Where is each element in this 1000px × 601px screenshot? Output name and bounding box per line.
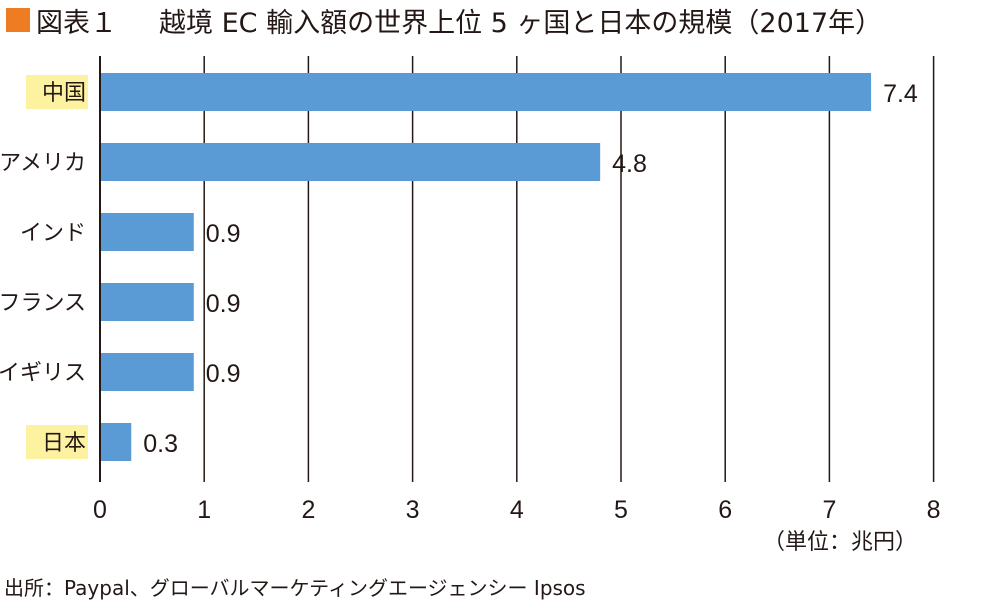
x-tick-label: 2	[301, 496, 315, 524]
x-tick-label: 7	[822, 496, 836, 524]
x-tick-label: 1	[197, 496, 211, 524]
title-marker-square	[6, 8, 30, 32]
chart-title: 越境 EC 輸入額の世界上位 5 ヶ国と日本の規模（2017年）	[159, 7, 883, 39]
bar	[100, 353, 194, 391]
category-label: アメリカ	[0, 151, 86, 176]
data-label: 0.9	[206, 220, 241, 248]
category-label: フランス	[0, 291, 86, 316]
data-label: 4.8	[612, 150, 647, 178]
x-tick-label: 3	[406, 496, 420, 524]
chart-title-bar: 図表１ 越境 EC 輸入額の世界上位 5 ヶ国と日本の規模（2017年）	[0, 0, 882, 40]
bar	[100, 283, 194, 321]
source-note: 出所：Paypal、グローバルマーケティングエージェンシー Ipsos	[4, 576, 586, 600]
category-label: 日本	[42, 431, 86, 456]
category-highlight	[26, 75, 88, 109]
x-tick-label: 4	[510, 496, 524, 524]
category-label: 中国	[42, 81, 86, 106]
bar	[100, 423, 132, 461]
x-tick-label: 0	[93, 496, 107, 524]
x-tick-label: 8	[927, 496, 941, 524]
category-label: インド	[20, 221, 86, 246]
category-label: イギリス	[0, 361, 86, 386]
bar	[100, 143, 601, 181]
data-label: 7.4	[883, 80, 918, 108]
unit-label: （単位：兆円）	[763, 530, 918, 555]
data-label: 0.3	[143, 430, 178, 458]
data-label: 0.9	[206, 290, 241, 318]
data-label: 0.9	[206, 360, 241, 388]
x-tick-label: 5	[614, 496, 628, 524]
x-tick-label: 6	[718, 496, 732, 524]
bar	[100, 213, 194, 251]
figure-label: 図表１	[36, 7, 117, 39]
bar	[100, 73, 872, 111]
category-highlight	[26, 425, 88, 459]
